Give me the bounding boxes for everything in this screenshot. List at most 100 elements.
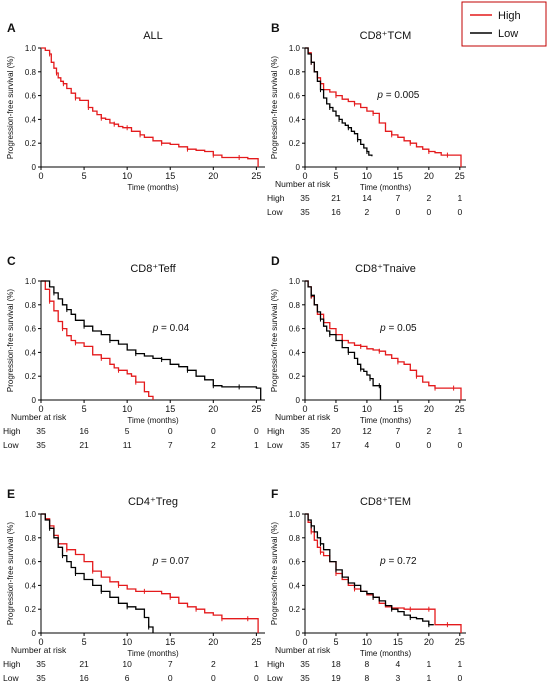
risk-row-label-d: High bbox=[267, 426, 285, 436]
km-curve-d-low bbox=[305, 280, 382, 400]
x-tick-label-a: 25 bbox=[251, 171, 261, 181]
x-tick-label-b: 25 bbox=[455, 171, 465, 181]
x-tick-label-a: 10 bbox=[122, 171, 132, 181]
x-tick-label-f: 25 bbox=[455, 637, 465, 647]
x-axis-title-d: Time (months) bbox=[360, 416, 412, 425]
risk-value-d: 12 bbox=[362, 426, 372, 436]
y-tick-label-a: 0.4 bbox=[25, 115, 37, 124]
y-tick-label-f: 0.2 bbox=[289, 605, 301, 614]
panel-title-b: CD8⁺TCM bbox=[360, 30, 412, 42]
risk-row-label-b: High bbox=[267, 193, 285, 203]
x-tick-label-d: 15 bbox=[393, 404, 403, 414]
x-tick-label-e: 15 bbox=[165, 637, 175, 647]
x-tick-label-f: 0 bbox=[302, 637, 307, 647]
x-tick-label-d: 10 bbox=[362, 404, 372, 414]
x-tick-label-c: 0 bbox=[38, 404, 43, 414]
y-axis-title-f: Progression-free survival (%) bbox=[270, 522, 279, 625]
risk-value-b: 0 bbox=[426, 207, 431, 217]
risk-value-c: 0 bbox=[168, 426, 173, 436]
risk-table-title-e: Number at risk bbox=[11, 645, 67, 655]
km-curve-a-all bbox=[41, 47, 259, 167]
y-tick-label-f: 0.6 bbox=[289, 558, 301, 567]
y-axis-title-e: Progression-free survival (%) bbox=[6, 522, 15, 625]
legend-label-high: High bbox=[498, 10, 521, 22]
legend: High Low bbox=[461, 1, 547, 47]
risk-value-d: 1 bbox=[457, 426, 462, 436]
risk-value-d: 35 bbox=[300, 426, 310, 436]
risk-value-f: 8 bbox=[365, 673, 370, 683]
risk-value-f: 0 bbox=[457, 673, 462, 683]
risk-value-f: 19 bbox=[331, 673, 341, 683]
y-tick-label-b: 0.6 bbox=[289, 92, 301, 101]
risk-value-e: 21 bbox=[79, 659, 89, 669]
y-axis-title-d: Progression-free survival (%) bbox=[270, 289, 279, 392]
risk-row-label-c: Low bbox=[3, 440, 19, 450]
panel-title-e: CD4⁺Treg bbox=[128, 496, 178, 508]
p-value-c: p = 0.04 bbox=[152, 323, 190, 334]
x-tick-label-c: 25 bbox=[251, 404, 261, 414]
risk-value-b: 16 bbox=[331, 207, 341, 217]
risk-row-label-c: High bbox=[3, 426, 21, 436]
y-tick-label-b: 0 bbox=[296, 163, 301, 172]
p-value-b: p = 0.005 bbox=[376, 90, 419, 101]
km-curve-c-high bbox=[41, 280, 154, 400]
x-tick-label-e: 0 bbox=[38, 637, 43, 647]
x-tick-label-d: 5 bbox=[333, 404, 338, 414]
risk-value-d: 35 bbox=[300, 440, 310, 450]
km-curve-b-low bbox=[305, 47, 373, 157]
risk-value-d: 0 bbox=[396, 440, 401, 450]
risk-value-f: 8 bbox=[365, 659, 370, 669]
y-tick-label-b: 0.2 bbox=[289, 139, 301, 148]
risk-value-e: 6 bbox=[125, 673, 130, 683]
y-tick-label-d: 0.8 bbox=[289, 301, 301, 310]
km-curve-d-high bbox=[305, 280, 462, 400]
x-axis-title-e: Time (months) bbox=[127, 649, 179, 658]
x-tick-label-c: 5 bbox=[82, 404, 87, 414]
risk-table-title-b: Number at risk bbox=[275, 179, 331, 189]
risk-table-title-c: Number at risk bbox=[11, 412, 67, 422]
y-tick-label-a: 0.8 bbox=[25, 68, 37, 77]
risk-value-b: 14 bbox=[362, 193, 372, 203]
y-tick-label-a: 0 bbox=[32, 163, 37, 172]
y-axis-title-c: Progression-free survival (%) bbox=[6, 289, 15, 392]
risk-value-b: 35 bbox=[300, 207, 310, 217]
y-tick-label-e: 0.4 bbox=[25, 581, 37, 590]
y-tick-label-d: 0.6 bbox=[289, 325, 301, 334]
legend-label-low: Low bbox=[498, 28, 518, 40]
risk-value-c: 35 bbox=[36, 440, 46, 450]
x-tick-label-f: 20 bbox=[424, 637, 434, 647]
x-axis-title-a: Time (months) bbox=[127, 183, 179, 192]
risk-value-b: 2 bbox=[365, 207, 370, 217]
y-tick-label-b: 0.4 bbox=[289, 115, 301, 124]
risk-value-d: 2 bbox=[426, 426, 431, 436]
y-tick-label-d: 0.2 bbox=[289, 372, 301, 381]
x-tick-label-b: 5 bbox=[333, 171, 338, 181]
panel-title-c: CD8⁺Teff bbox=[130, 263, 176, 275]
km-curve-e-low bbox=[41, 513, 154, 633]
y-tick-label-d: 0 bbox=[296, 396, 301, 405]
km-curve-f-high bbox=[305, 513, 462, 633]
risk-value-f: 35 bbox=[300, 659, 310, 669]
risk-value-e: 0 bbox=[211, 673, 216, 683]
panel-letter-b: B bbox=[271, 21, 280, 35]
x-tick-label-f: 15 bbox=[393, 637, 403, 647]
y-tick-label-f: 0.8 bbox=[289, 534, 301, 543]
risk-value-b: 1 bbox=[457, 193, 462, 203]
y-tick-label-e: 0.8 bbox=[25, 534, 37, 543]
y-tick-label-e: 0.2 bbox=[25, 605, 37, 614]
y-tick-label-e: 1.0 bbox=[25, 510, 37, 519]
risk-value-f: 1 bbox=[426, 673, 431, 683]
x-tick-label-a: 15 bbox=[165, 171, 175, 181]
risk-value-e: 35 bbox=[36, 673, 46, 683]
y-tick-label-c: 0.8 bbox=[25, 301, 37, 310]
x-tick-label-b: 0 bbox=[302, 171, 307, 181]
risk-row-label-e: Low bbox=[3, 673, 19, 683]
y-tick-label-e: 0.6 bbox=[25, 558, 37, 567]
risk-value-c: 16 bbox=[79, 426, 89, 436]
risk-value-e: 0 bbox=[254, 673, 259, 683]
risk-value-c: 7 bbox=[168, 440, 173, 450]
y-axis-title-b: Progression-free survival (%) bbox=[270, 56, 279, 159]
risk-value-b: 0 bbox=[457, 207, 462, 217]
